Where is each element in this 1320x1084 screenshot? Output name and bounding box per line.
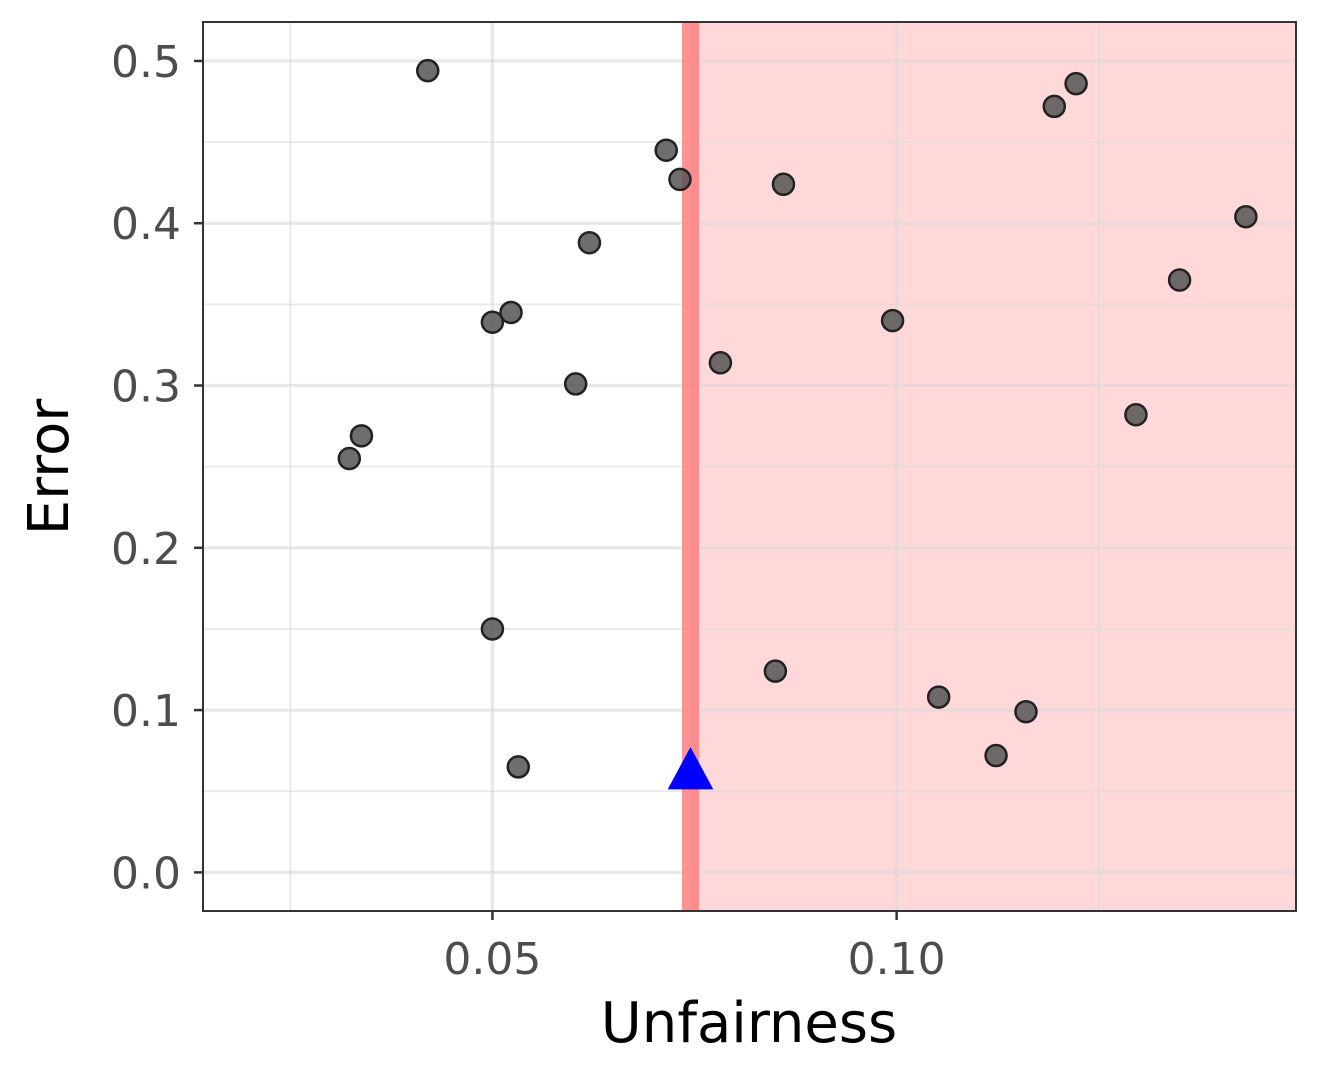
- data-point: [763, 659, 788, 683]
- y-tick-label: 0.5: [111, 37, 181, 88]
- x-tick-label: 0.10: [848, 934, 946, 985]
- data-point: [654, 138, 678, 162]
- data-point: [1064, 71, 1088, 96]
- y-tick-label: 0.2: [111, 524, 181, 575]
- highlight-triangle: [667, 747, 714, 790]
- points-layer: [337, 58, 1258, 779]
- data-point: [1234, 204, 1258, 229]
- data-point: [415, 58, 440, 83]
- x-axis-title: Unfairness: [601, 991, 897, 1056]
- y-axis-title: Error: [17, 398, 82, 535]
- data-point: [349, 424, 374, 448]
- x-tick-label: 0.05: [443, 934, 541, 985]
- data-point: [577, 230, 602, 255]
- data-point: [880, 308, 905, 333]
- data-point: [499, 300, 523, 325]
- data-point: [668, 167, 692, 192]
- data-point: [771, 172, 796, 197]
- data-point: [708, 351, 733, 375]
- y-tick-label: 0.0: [111, 848, 181, 899]
- data-point: [926, 685, 951, 709]
- grid-layer: [203, 22, 1296, 911]
- highlight-layer: [667, 747, 714, 790]
- axes-layer: 0.05 0.10 0.0 0.1 0.2 0.3 0.4 0.5: [111, 37, 946, 985]
- y-tick-label: 0.4: [111, 199, 181, 250]
- panel-border: [202, 21, 1297, 912]
- data-point: [984, 743, 1008, 768]
- data-point: [1124, 402, 1148, 427]
- y-tick-label: 0.1: [111, 686, 181, 737]
- data-point: [480, 310, 505, 334]
- data-point: [337, 446, 362, 471]
- data-point: [1167, 268, 1192, 292]
- data-point: [480, 617, 505, 641]
- data-point: [1014, 699, 1038, 724]
- data-point: [563, 372, 588, 396]
- y-tick-label: 0.3: [111, 362, 181, 413]
- plot-frame: [202, 21, 1297, 912]
- data-point: [1042, 94, 1067, 119]
- data-point: [506, 755, 531, 779]
